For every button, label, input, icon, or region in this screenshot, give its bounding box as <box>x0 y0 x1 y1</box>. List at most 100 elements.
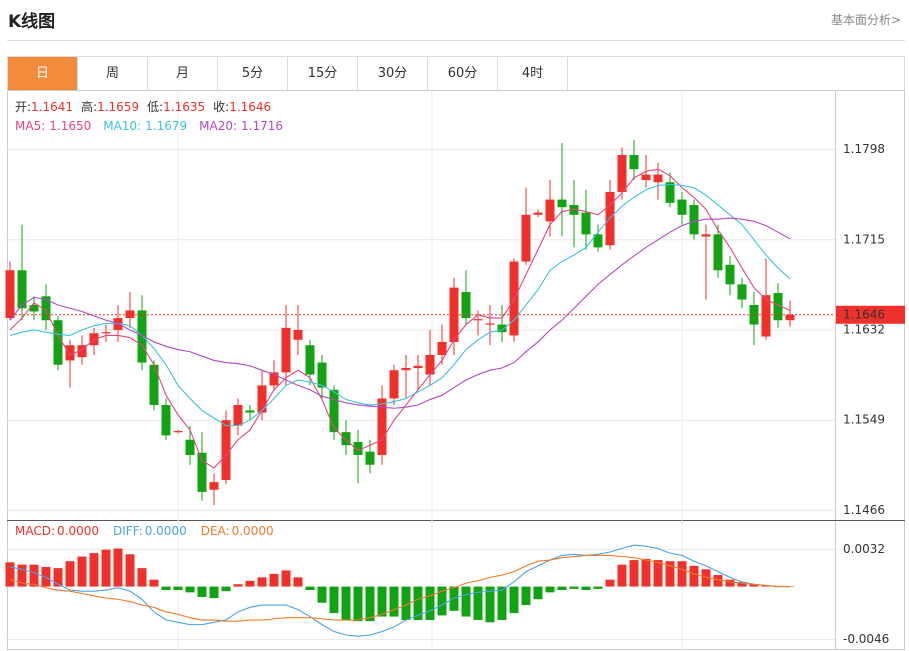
candle-body <box>737 284 747 300</box>
candle-body <box>761 295 771 337</box>
macd-bar <box>509 586 519 614</box>
candle-body <box>581 212 591 235</box>
macd-bar <box>641 558 651 587</box>
page-title: K线图 <box>8 12 56 32</box>
macd-bar <box>305 586 315 591</box>
candle-body <box>173 431 183 433</box>
macd-bar <box>365 586 375 622</box>
candle-body <box>677 199 687 215</box>
legend-text: 1.1716 <box>241 119 283 133</box>
period-tab[interactable]: 5分 <box>218 57 288 91</box>
macd-bar <box>29 564 39 587</box>
candle-body <box>725 264 735 285</box>
candle-body <box>197 452 207 492</box>
period-tab[interactable]: 30分 <box>358 57 428 91</box>
macd-bar <box>485 586 495 623</box>
candle-body <box>5 270 15 319</box>
macd-bar <box>533 586 543 600</box>
period-tab[interactable]: 月 <box>148 57 218 91</box>
y-tick-label: 1.1549 <box>843 413 885 427</box>
y-tick-label: 1.1466 <box>843 503 885 517</box>
candle-body <box>245 410 255 413</box>
candle-body <box>749 305 759 325</box>
candle-body <box>713 234 723 271</box>
macd-bar <box>89 553 99 587</box>
macd-bar <box>137 568 147 587</box>
macd-bar <box>77 556 87 587</box>
macd-bar <box>113 548 123 587</box>
candle-body <box>437 341 447 355</box>
candle-body <box>557 199 567 208</box>
macd-bar <box>689 565 699 587</box>
legend-text: 低: <box>147 100 163 114</box>
macd-bar <box>401 586 411 621</box>
macd-bar <box>329 586 339 614</box>
price-tag-label: 1.1646 <box>843 307 885 321</box>
legend-text: MA10: <box>103 119 141 133</box>
period-tab[interactable]: 周 <box>78 57 148 91</box>
macd-bar <box>317 586 327 603</box>
candle-body <box>617 155 627 192</box>
macd-bar <box>17 564 27 587</box>
candle-body <box>545 199 555 222</box>
macd-bar <box>221 586 231 592</box>
macd-bar <box>497 586 507 621</box>
macd-bar <box>185 586 195 593</box>
candle-body <box>485 323 495 325</box>
period-tab[interactable]: 15分 <box>288 57 358 91</box>
macd-bar <box>245 580 255 587</box>
macd-bar <box>209 586 219 599</box>
candle-body <box>593 234 603 248</box>
candle-body <box>209 482 219 490</box>
fundamental-link[interactable]: 基本面分析> <box>830 13 901 27</box>
price-tag <box>836 305 905 324</box>
candle-body <box>65 345 75 361</box>
macd-bar <box>653 560 663 587</box>
line-series <box>9 183 791 427</box>
legend-text: 0.0000 <box>145 524 187 538</box>
candle-body <box>41 296 51 321</box>
candle-body <box>17 270 27 309</box>
divider <box>7 40 905 41</box>
candle-body <box>317 362 327 388</box>
macd-bar <box>377 586 387 617</box>
candle-body <box>401 368 411 371</box>
line-series <box>9 217 791 409</box>
period-tab[interactable]: 4时 <box>498 57 568 91</box>
macd-bar <box>581 586 591 591</box>
y-tick-label: -0.0046 <box>843 632 889 646</box>
macd-bar <box>545 586 555 593</box>
line-series <box>9 168 791 469</box>
candle-body <box>665 182 675 203</box>
legend-text: MA5: <box>15 119 45 133</box>
period-tab[interactable]: 日 <box>8 57 78 91</box>
candle-body <box>101 332 111 334</box>
candle-body <box>221 420 231 480</box>
chart: 1.1466 1.1549 1.1632 1.1715 1.1798 开:1.1641 高:… <box>5 90 905 650</box>
macd-bar <box>281 570 291 587</box>
candle-body <box>425 354 435 375</box>
candle-body <box>461 291 471 319</box>
macd-bar <box>605 579 615 587</box>
candle-body <box>701 234 711 237</box>
macd-bar <box>725 579 735 587</box>
period-tab[interactable]: 60分 <box>428 57 498 91</box>
candle-body <box>329 389 339 433</box>
macd-bar <box>173 586 183 591</box>
candle-body <box>449 287 459 342</box>
macd-bar <box>197 586 207 597</box>
macd-bar <box>557 586 567 591</box>
candle-body <box>281 327 291 373</box>
legend-text: DIFF: <box>113 524 143 538</box>
candle-body <box>533 212 543 215</box>
legend-text: 0.0000 <box>57 524 99 538</box>
macd-bar <box>269 573 279 587</box>
legend-text: 收: <box>213 100 229 114</box>
legend: MACD: 0.0000 DIFF: 0.0000 DEA: 0.0000 <box>15 524 274 538</box>
y-tick-label: 1.1715 <box>843 232 885 246</box>
chart-frame <box>7 90 905 650</box>
legend: MA5: 1.1650 MA10: 1.1679 MA20: 1.1716 <box>15 119 283 133</box>
macd-bar <box>473 586 483 621</box>
macd-bar <box>53 568 63 587</box>
legend: 开:1.1641 高:1.1659 低:1.1635 收:1.1646 <box>15 99 271 114</box>
